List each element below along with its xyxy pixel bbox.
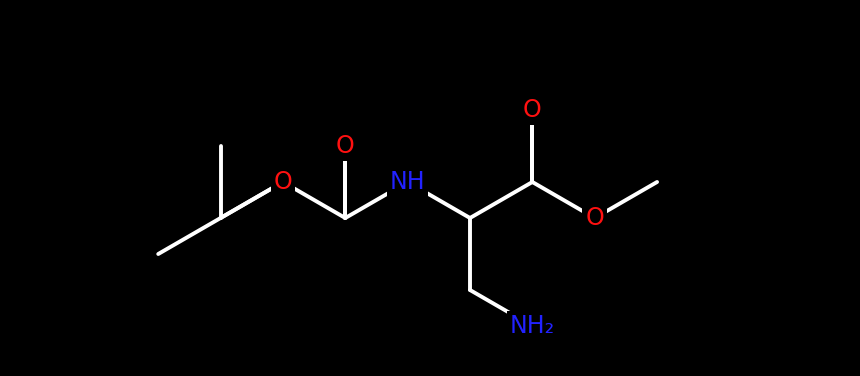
Text: NH: NH	[390, 170, 426, 194]
Text: O: O	[336, 134, 354, 158]
Text: O: O	[273, 170, 292, 194]
Text: O: O	[586, 206, 604, 230]
Text: NH₂: NH₂	[510, 314, 555, 338]
Text: O: O	[523, 98, 542, 122]
